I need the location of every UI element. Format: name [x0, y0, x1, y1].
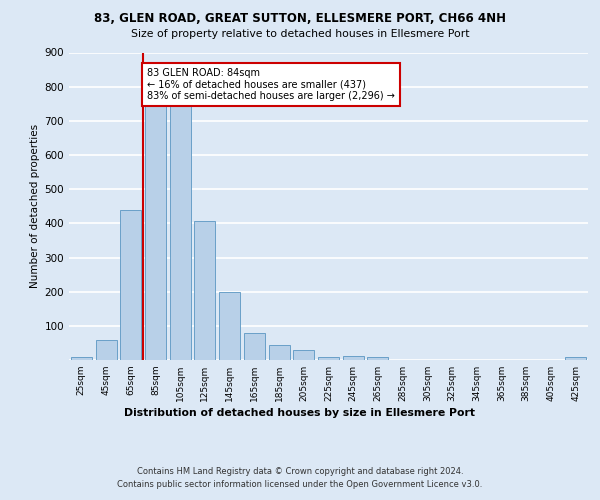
Text: Distribution of detached houses by size in Ellesmere Port: Distribution of detached houses by size …: [125, 408, 476, 418]
Text: 83, GLEN ROAD, GREAT SUTTON, ELLESMERE PORT, CH66 4NH: 83, GLEN ROAD, GREAT SUTTON, ELLESMERE P…: [94, 12, 506, 26]
Y-axis label: Number of detached properties: Number of detached properties: [31, 124, 40, 288]
Bar: [194, 220, 215, 360]
Bar: [95, 340, 116, 360]
Bar: [170, 104, 191, 360]
Text: 83 GLEN ROAD: 84sqm
← 16% of detached houses are smaller (437)
83% of semi-detac: 83 GLEN ROAD: 84sqm ← 16% of detached ho…: [147, 68, 395, 101]
Bar: [269, 346, 290, 360]
Bar: [219, 292, 240, 360]
Bar: [145, 103, 166, 360]
Bar: [565, 358, 586, 360]
Bar: [293, 350, 314, 360]
Bar: [71, 356, 92, 360]
Bar: [244, 334, 265, 360]
Text: Size of property relative to detached houses in Ellesmere Port: Size of property relative to detached ho…: [131, 29, 469, 39]
Bar: [120, 210, 141, 360]
Text: Contains HM Land Registry data © Crown copyright and database right 2024.
Contai: Contains HM Land Registry data © Crown c…: [118, 468, 482, 489]
Bar: [343, 356, 364, 360]
Bar: [367, 356, 388, 360]
Bar: [318, 356, 339, 360]
